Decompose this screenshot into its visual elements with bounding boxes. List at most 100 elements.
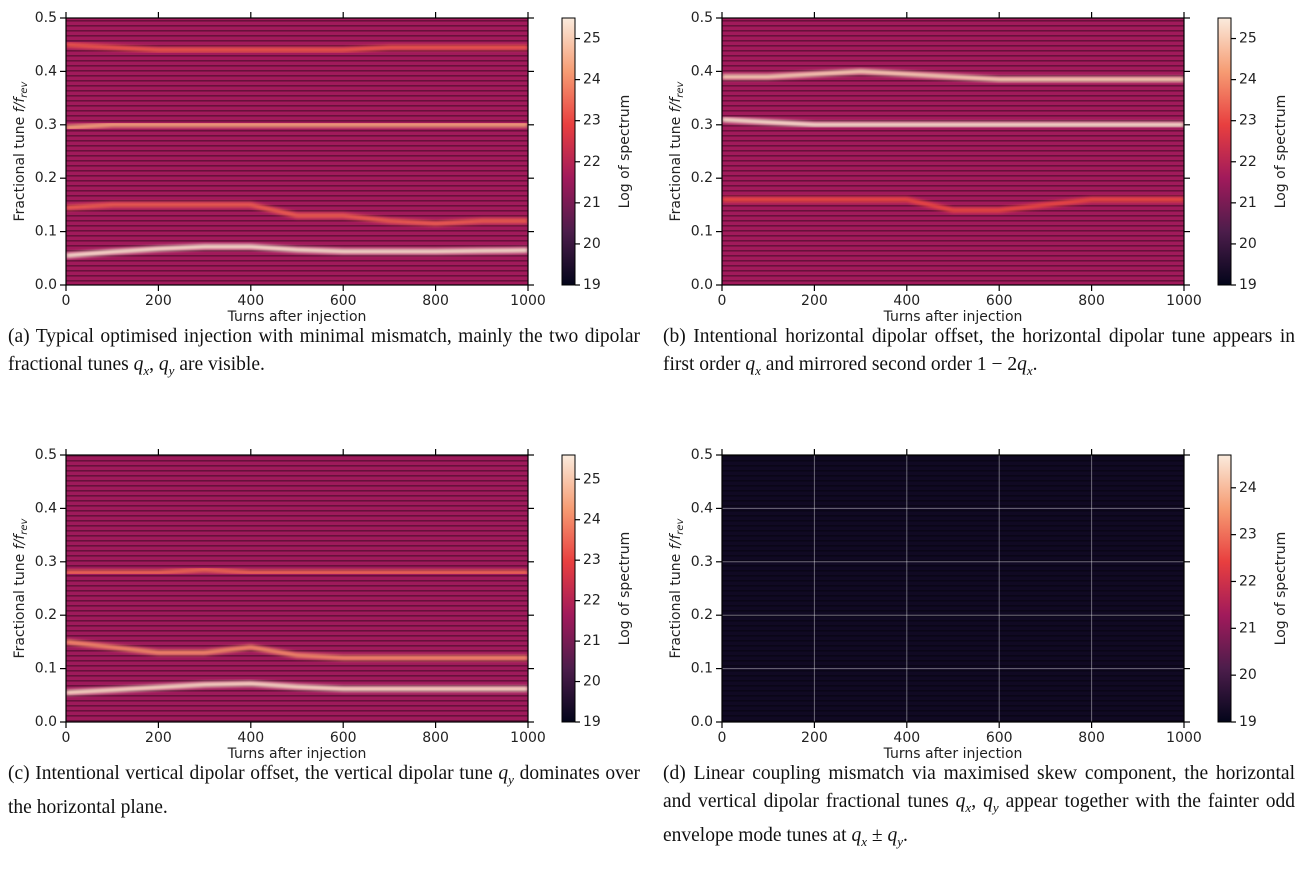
y-axis-label-sub: rev: [19, 80, 30, 97]
spectral-line: [66, 202, 528, 227]
spectral-line: [66, 639, 528, 661]
plot-frame: [65, 454, 529, 723]
caption-text: dominates over the horizontal plane.: [8, 763, 640, 818]
colorbar-tick-label: 21: [1239, 620, 1257, 636]
colorbar-tick-label: 20: [1239, 667, 1257, 683]
texture: [66, 455, 528, 722]
x-tick-label: 800: [422, 730, 449, 746]
y-tick-label: 0.4: [691, 63, 713, 79]
colorbar-tick-label: 21: [583, 195, 601, 211]
y-tick-label: 0.1: [691, 661, 713, 677]
caption-text: ,: [971, 791, 984, 812]
panel: 0 200 400 600 800 1000 0.0 0.1 0.2 0.3 0.4 0.5 Turns…: [668, 10, 1289, 325]
x-tick-label: 400: [237, 293, 264, 309]
x-axis-label: Turns after injection: [883, 746, 1023, 762]
caption-math: q: [887, 824, 898, 846]
plot-frame: [721, 454, 1185, 723]
caption-math: q: [498, 763, 509, 784]
colorbar-label: Log of spectrum: [1273, 532, 1289, 646]
y-axis-label-sub: rev: [19, 517, 30, 534]
plot-area: [66, 455, 528, 722]
caption-math-sub: y: [168, 362, 175, 378]
y-tick-label: 0.1: [691, 224, 713, 240]
texture: [722, 455, 1184, 722]
x-tick-label: 200: [801, 293, 828, 309]
x-tick-label: 800: [1078, 730, 1105, 746]
caption: (d) Linear coupling mismatch via maximis…: [663, 760, 1295, 856]
plot-frame: [65, 17, 529, 286]
y-tick-label: 0.3: [691, 554, 713, 570]
colorbar-tick-label: 23: [1239, 527, 1257, 543]
caption-math-sub: x: [755, 362, 761, 378]
x-tick-label: 0: [718, 730, 727, 746]
x-tick-label: 400: [237, 730, 264, 746]
spectral-line: [722, 68, 1184, 82]
colorbar-tick-label: 21: [1239, 195, 1257, 211]
plot-area: [66, 18, 528, 285]
y-tick-label: 0.2: [691, 607, 713, 623]
caption-text: .: [902, 824, 908, 846]
caption-text: are visible.: [174, 354, 265, 375]
x-tick-label: 0: [62, 730, 71, 746]
y-tick-label: 0.5: [691, 10, 713, 26]
x-tick-label: 400: [893, 730, 920, 746]
x-tick-label: 1000: [1166, 730, 1202, 746]
x-tick-label: 1000: [510, 293, 546, 309]
colorbar-tick-label: 21: [583, 633, 601, 649]
x-tick-label: 200: [145, 293, 172, 309]
colorbar-tick-label: 24: [1239, 72, 1257, 88]
plot-frame: [721, 17, 1185, 286]
panel: 0 200 400 600 800 1000 0.0 0.1 0.2 0.3 0.4 0.5 Turns…: [12, 447, 633, 762]
x-tick-label: 600: [986, 730, 1013, 746]
caption-math-sub: x: [965, 799, 972, 815]
spectral-line: [66, 42, 528, 53]
y-tick-label: 0.3: [35, 117, 57, 133]
x-axis-label: Turns after injection: [227, 746, 367, 762]
x-axis-label: Turns after injection: [883, 309, 1023, 325]
caption-math-sub: y: [992, 799, 999, 815]
caption-text: and mirrored second order 1 − 2: [760, 354, 1018, 375]
caption-math: q: [158, 354, 169, 375]
spectral-line: [66, 122, 528, 130]
caption-text: (c) Intentional vertical dipolar offset,…: [8, 763, 499, 784]
y-tick-label: 0.5: [35, 10, 57, 26]
colorbar-tick-label: 23: [583, 552, 601, 568]
caption-math-sub: y: [508, 771, 514, 787]
colorbar-tick-label: 19: [1239, 714, 1257, 730]
caption-math: q: [745, 354, 756, 375]
colorbar-tick-label: 25: [583, 31, 601, 47]
colorbar-tick-label: 25: [1239, 31, 1257, 47]
panel: 0 200 400 600 800 1000 0.0 0.1 0.2 0.3 0.4 0.5 Turns…: [668, 447, 1289, 762]
y-tick-label: 0.2: [691, 170, 713, 186]
x-axis-label: Turns after injection: [227, 309, 367, 325]
caption: (a) Typical optimised injection with min…: [8, 323, 640, 385]
y-axis-label-text: Fractional tune: [12, 549, 28, 658]
figure: 0 200 400 600 800 10000.00.10.20.30.40.5Turns…: [12, 10, 1289, 762]
caption-math: q: [983, 791, 993, 812]
colorbar: [561, 454, 576, 723]
colorbar-tick-label: 20: [1239, 236, 1257, 252]
colorbar-tick-label: 22: [583, 593, 601, 609]
colorbar-tick-label: 19: [583, 277, 601, 293]
x-tick-label: 600: [330, 730, 357, 746]
colorbar-tick-label: 22: [1239, 154, 1257, 170]
y-tick-label: 0.4: [691, 500, 713, 516]
x-tick-label: 200: [801, 730, 828, 746]
texture: [66, 18, 528, 285]
y-tick-label: 0.3: [35, 554, 57, 570]
caption-text: ,: [149, 354, 159, 375]
caption-text: ±: [866, 824, 888, 846]
caption-math: q: [851, 824, 862, 846]
y-tick-label: 0.4: [35, 500, 57, 516]
y-tick-label: 0.4: [35, 63, 57, 79]
y-tick-label: 0.0: [35, 277, 57, 293]
colorbar-label: Log of spectrum: [617, 532, 633, 646]
y-axis-label-math: f/f: [12, 96, 28, 113]
x-tick-label: 600: [330, 293, 357, 309]
colorbar-label: Log of spectrum: [617, 95, 633, 209]
y-tick-label: 0.2: [35, 607, 57, 623]
y-axis-label-text: Fractional tune: [668, 112, 684, 221]
caption-text: (d) Linear coupling mismatch via maximis…: [663, 763, 1295, 812]
y-axis-label: Fractional tune f/frev: [668, 517, 686, 658]
